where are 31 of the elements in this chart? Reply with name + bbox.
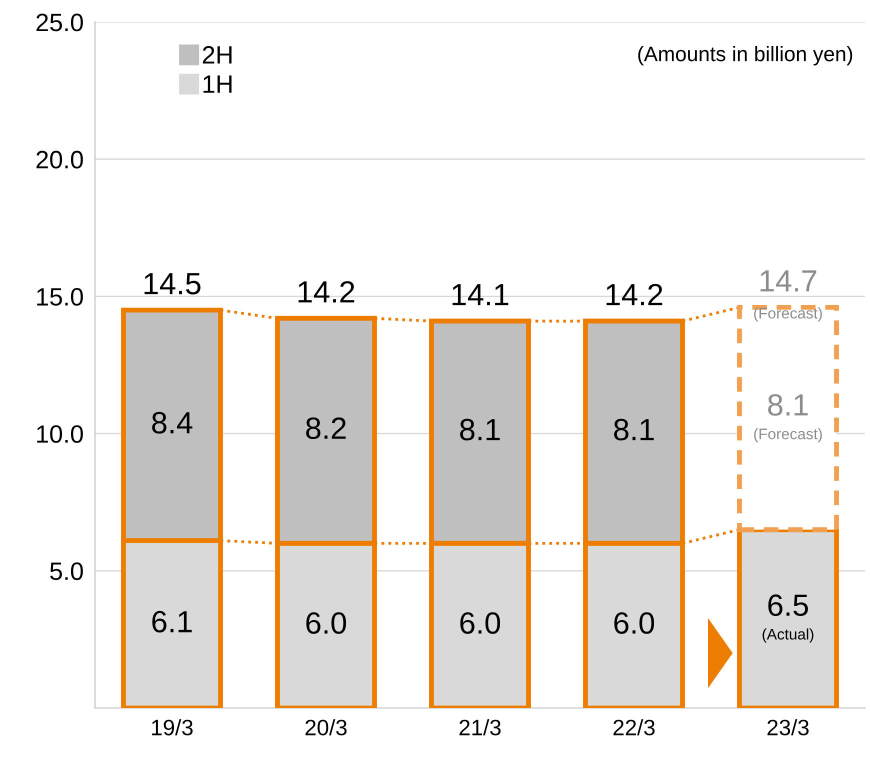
y-tick-label: 25.0 (36, 14, 83, 32)
data-label: 6.5 (768, 594, 808, 616)
data-label: 6.0 (614, 612, 654, 634)
y-tick-label: 5.0 (50, 562, 83, 580)
data-label: 6.0 (460, 612, 500, 634)
annotation: (Amounts in billion yen) (638, 46, 852, 66)
data-label: 8.4 (152, 412, 192, 434)
x-tick-label: 20/3 (305, 719, 347, 736)
data-label: 8.1 (768, 394, 808, 416)
data-label: 8.2 (306, 417, 346, 440)
annotation: (Forecast) (754, 428, 822, 442)
y-tick-label: 20.0 (36, 150, 83, 169)
y-tick-label: 10.0 (37, 425, 83, 443)
legend-label: 1H (204, 75, 232, 93)
total-label: 14.7 (760, 270, 816, 292)
annotation: (Actual) (762, 628, 814, 643)
data-label: 6.1 (152, 610, 192, 633)
x-tick-label: 19/3 (152, 719, 193, 736)
x-tick-label: 21/3 (459, 719, 501, 736)
total-label: 14.5 (144, 273, 200, 294)
x-tick-label: 22/3 (613, 719, 655, 736)
data-label: 8.1 (460, 418, 500, 440)
total-label: 14.2 (606, 284, 662, 306)
annotation: (Forecast) (754, 307, 822, 322)
legend-label: 2H (202, 46, 232, 64)
data-label: 8.1 (614, 418, 654, 440)
total-label: 14.2 (298, 281, 354, 302)
data-label: 6.0 (306, 612, 346, 634)
total-label: 14.1 (452, 284, 508, 306)
y-tick-label: 15.0 (37, 288, 83, 306)
x-tick-label: 23/3 (767, 719, 809, 736)
